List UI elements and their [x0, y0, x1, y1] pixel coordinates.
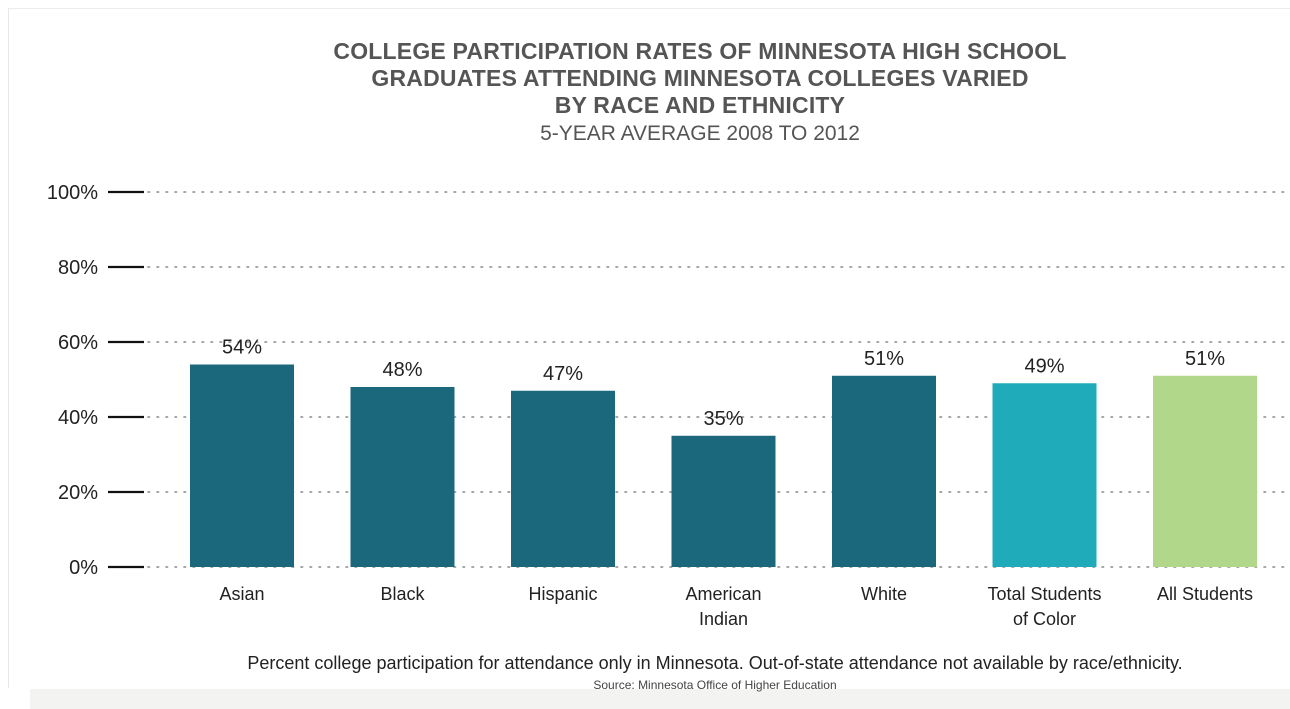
data-label: 54% [222, 337, 262, 359]
chart-title-block: COLLEGE PARTICIPATION RATES OF MINNESOTA… [0, 38, 1290, 147]
chart-title-line-1: COLLEGE PARTICIPATION RATES OF MINNESOTA… [333, 38, 1067, 64]
chart-frame [8, 8, 1290, 688]
x-tick-label: Asian [219, 584, 264, 604]
x-tick-label: White [861, 584, 907, 604]
x-tick-label: Total Students [987, 584, 1101, 604]
bottom-band [30, 689, 1290, 709]
bar [1153, 375, 1257, 567]
y-tick-label: 40% [58, 407, 98, 429]
data-label: 51% [864, 348, 904, 370]
y-tick-label: 20% [58, 482, 98, 504]
y-tick-label: 60% [58, 332, 98, 354]
data-label: 49% [1024, 355, 1064, 377]
data-label: 51% [1185, 348, 1225, 370]
x-tick-label: Black [380, 584, 425, 604]
bar [350, 387, 455, 567]
bar [992, 383, 1097, 567]
bar [511, 390, 615, 567]
source-note: Source: Minnesota Office of Higher Educa… [593, 678, 837, 692]
chart-title-line-2: GRADUATES ATTENDING MINNESOTA COLLEGES V… [371, 65, 1029, 91]
bar [832, 375, 936, 567]
labels-layer: 0% 20% 40% 60% 80% 100% 54% Asian 48% Black 47% His… [47, 182, 1253, 629]
x-tick-label: of Color [1013, 609, 1076, 629]
data-label: 47% [543, 363, 583, 385]
x-tick-label: Indian [699, 609, 748, 629]
footnote: Percent college participation for attend… [247, 653, 1183, 673]
y-tick-label: 80% [58, 257, 98, 279]
chart-title-line-3: BY RACE AND ETHNICITY [554, 92, 846, 118]
bar [190, 364, 294, 567]
x-tick-label: American [685, 584, 761, 604]
chart-subtitle: 5-YEAR AVERAGE 2008 TO 2012 [540, 122, 860, 145]
bars-layer [190, 364, 1257, 567]
y-tick-label: 100% [47, 182, 98, 204]
data-label: 35% [703, 408, 743, 430]
data-label: 48% [382, 359, 422, 381]
x-tick-label: Hispanic [528, 584, 597, 604]
x-tick-label: All Students [1157, 584, 1253, 604]
y-tick-label: 0% [69, 557, 98, 579]
bar [671, 435, 776, 567]
